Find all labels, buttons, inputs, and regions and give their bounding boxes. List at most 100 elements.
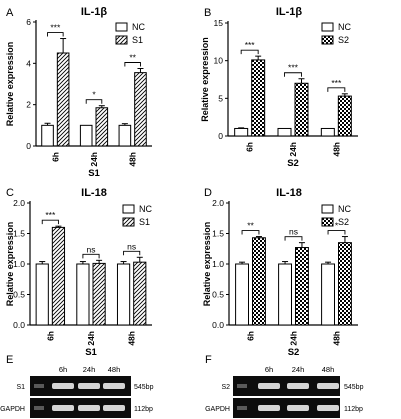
panel-a-ytick-label-2: 4 — [26, 58, 31, 68]
gel-f-band-0-24h — [287, 383, 309, 389]
gel-f-ladder-1 — [237, 406, 247, 410]
panel-a-ytick-label-3: 6 — [26, 17, 31, 27]
panel-a-title: IL-1β — [81, 6, 108, 18]
panel-c-legend-swatch-s1 — [122, 217, 135, 227]
panel-c-xlabel: S1 — [85, 347, 97, 358]
panel-b-bracket-24h — [284, 72, 302, 77]
gel-f-row-label-1: GAPDH — [205, 406, 230, 413]
gel-f-ladder-0 — [237, 384, 247, 388]
panel-a-ytick-label-1: 2 — [26, 100, 31, 110]
gel-f-row-size-0: 545bp — [344, 384, 364, 391]
panel-d-bar-s2-6h — [252, 237, 266, 326]
panel-d-bar-nc-6h — [235, 263, 250, 326]
panel-b-ytick-label-2: 10 — [214, 56, 224, 66]
gel-e-ladder-0 — [34, 384, 44, 388]
panel-c-bar-s1-24h — [92, 262, 106, 326]
panel-d-title: IL-18 — [276, 187, 302, 199]
panel-b-significance-24h: *** — [288, 63, 299, 73]
panel-d-bar-nc-24h — [278, 263, 293, 326]
gel-f-timepoint-48h: 48h — [322, 365, 335, 374]
panel-b-ytick-label-1: 5 — [218, 93, 223, 103]
panel-a-bar-nc-24h — [79, 124, 93, 147]
gel-f-timepoint-24h: 24h — [292, 365, 305, 374]
panel-c-bar-s1-48h — [133, 261, 147, 326]
gel-e-band-1-6h — [52, 405, 74, 411]
panel-d-bar-s2-24h — [295, 247, 309, 326]
gel-f-row-size-1: 112bp — [344, 406, 363, 413]
panel-c-legend-label-s1: S1 — [139, 217, 150, 227]
panel-c-bracket-24h — [82, 253, 100, 259]
panel-c-xtick-6h: 6h — [45, 331, 55, 341]
panel-b-bracket-48h — [327, 87, 346, 92]
panel-b-significance-6h: *** — [245, 40, 256, 50]
gel-f-band-0-6h — [258, 383, 280, 389]
panel-d-bracket-6h — [241, 230, 260, 235]
panel-c-xtick-48h: 48h — [127, 331, 137, 346]
gel-e-letter: E — [6, 354, 13, 366]
gel-e-band-0-24h — [78, 383, 100, 389]
panel-d-bar-s2-48h — [338, 242, 352, 326]
panel-a-significance-48h: ** — [129, 53, 136, 63]
panel-d-significance-24h: ns — [289, 227, 298, 237]
panel-d-ytick-label-1: 0.5 — [212, 290, 224, 300]
panel-c-bar-nc-6h — [35, 263, 49, 326]
panel-c-legend-swatch-nc — [122, 204, 135, 214]
panel-d-xtick-48h: 48h — [332, 331, 342, 346]
panel-d-xtick-24h: 24h — [289, 331, 299, 346]
panel-a-letter: A — [6, 7, 14, 19]
panel-a-legend-swatch-s1 — [115, 35, 128, 45]
gel-e-band-0-48h — [103, 383, 125, 389]
panel-d-legend-label-nc: NC — [338, 204, 351, 214]
panel-c-bar-s1-6h — [51, 226, 66, 326]
gel-f-lane-0 — [233, 376, 340, 396]
panel-b-significance-48h: *** — [331, 78, 342, 88]
panel-a-bar-nc-48h — [118, 124, 132, 147]
panel-b-bar-s2-24h — [294, 82, 309, 137]
panel-a-legend-swatch-nc — [115, 22, 128, 32]
panel-c-ytick-label-1: 0.5 — [13, 290, 25, 300]
gel-e-timepoint-6h: 6h — [59, 365, 67, 374]
gel-f-letter: F — [205, 354, 212, 366]
panel-d-legend-swatch-nc — [321, 204, 334, 214]
panel-c-xtick-24h: 24h — [86, 331, 96, 346]
panel-a-bar-nc-6h — [41, 124, 54, 147]
panel-c-ytick-label-0: 0.0 — [13, 320, 25, 330]
panel-a-xtick-24h: 24h — [89, 152, 99, 167]
panel-d-letter: D — [204, 187, 212, 199]
panel-a-bar-s1-48h — [134, 72, 147, 147]
gel-e-band-1-24h — [78, 405, 100, 411]
panel-d-ytick-label-2: 1.0 — [212, 259, 224, 269]
panel-d-ytick-label-4: 2.0 — [212, 198, 224, 208]
gel-e-row-label-1: GAPDH — [0, 406, 25, 413]
gel-f-row-label-0: S2 — [221, 384, 230, 391]
panel-c-ytick-label-3: 1.5 — [13, 229, 25, 239]
panel-c-bar-nc-48h — [116, 263, 131, 326]
panel-a-bracket-6h — [47, 32, 64, 37]
panel-b-ylabel: Relative expression — [200, 37, 210, 122]
gel-f-band-1-48h — [317, 405, 339, 411]
gel-e-band-1-48h — [103, 405, 125, 411]
gel-e-ladder-1 — [34, 406, 44, 410]
gel-f-band-1-6h — [258, 405, 280, 411]
panel-b-legend-swatch-s2 — [321, 35, 334, 45]
gel-f-timepoint-6h: 6h — [265, 365, 273, 374]
panel-d-xlabel: S2 — [288, 347, 300, 358]
panel-b-xtick-48h: 48h — [331, 142, 341, 157]
panel-c-ytick-label-2: 1.0 — [13, 259, 25, 269]
panel-a-significance-24h: * — [92, 90, 96, 100]
panel-c-bracket-48h — [123, 250, 141, 256]
panel-a-bracket-24h — [85, 99, 103, 104]
panel-a-ytick-label-0: 0 — [26, 141, 31, 151]
panel-b-xtick-6h: 6h — [245, 142, 255, 152]
gel-f-band-1-24h — [287, 405, 309, 411]
panel-c-bar-nc-24h — [76, 263, 90, 326]
gel-e-row-size-1: 112bp — [134, 406, 153, 413]
panel-c-ylabel: Relative expression — [5, 222, 15, 307]
gel-e-row-label-0: S1 — [16, 384, 25, 391]
gel-f-lane-1 — [233, 398, 340, 418]
panel-a-bar-s1-6h — [56, 52, 70, 147]
panel-a-legend-label-nc: NC — [132, 22, 145, 32]
panel-b-bar-nc-48h — [320, 127, 335, 137]
panel-d-ylabel: Relative expression — [202, 222, 212, 307]
